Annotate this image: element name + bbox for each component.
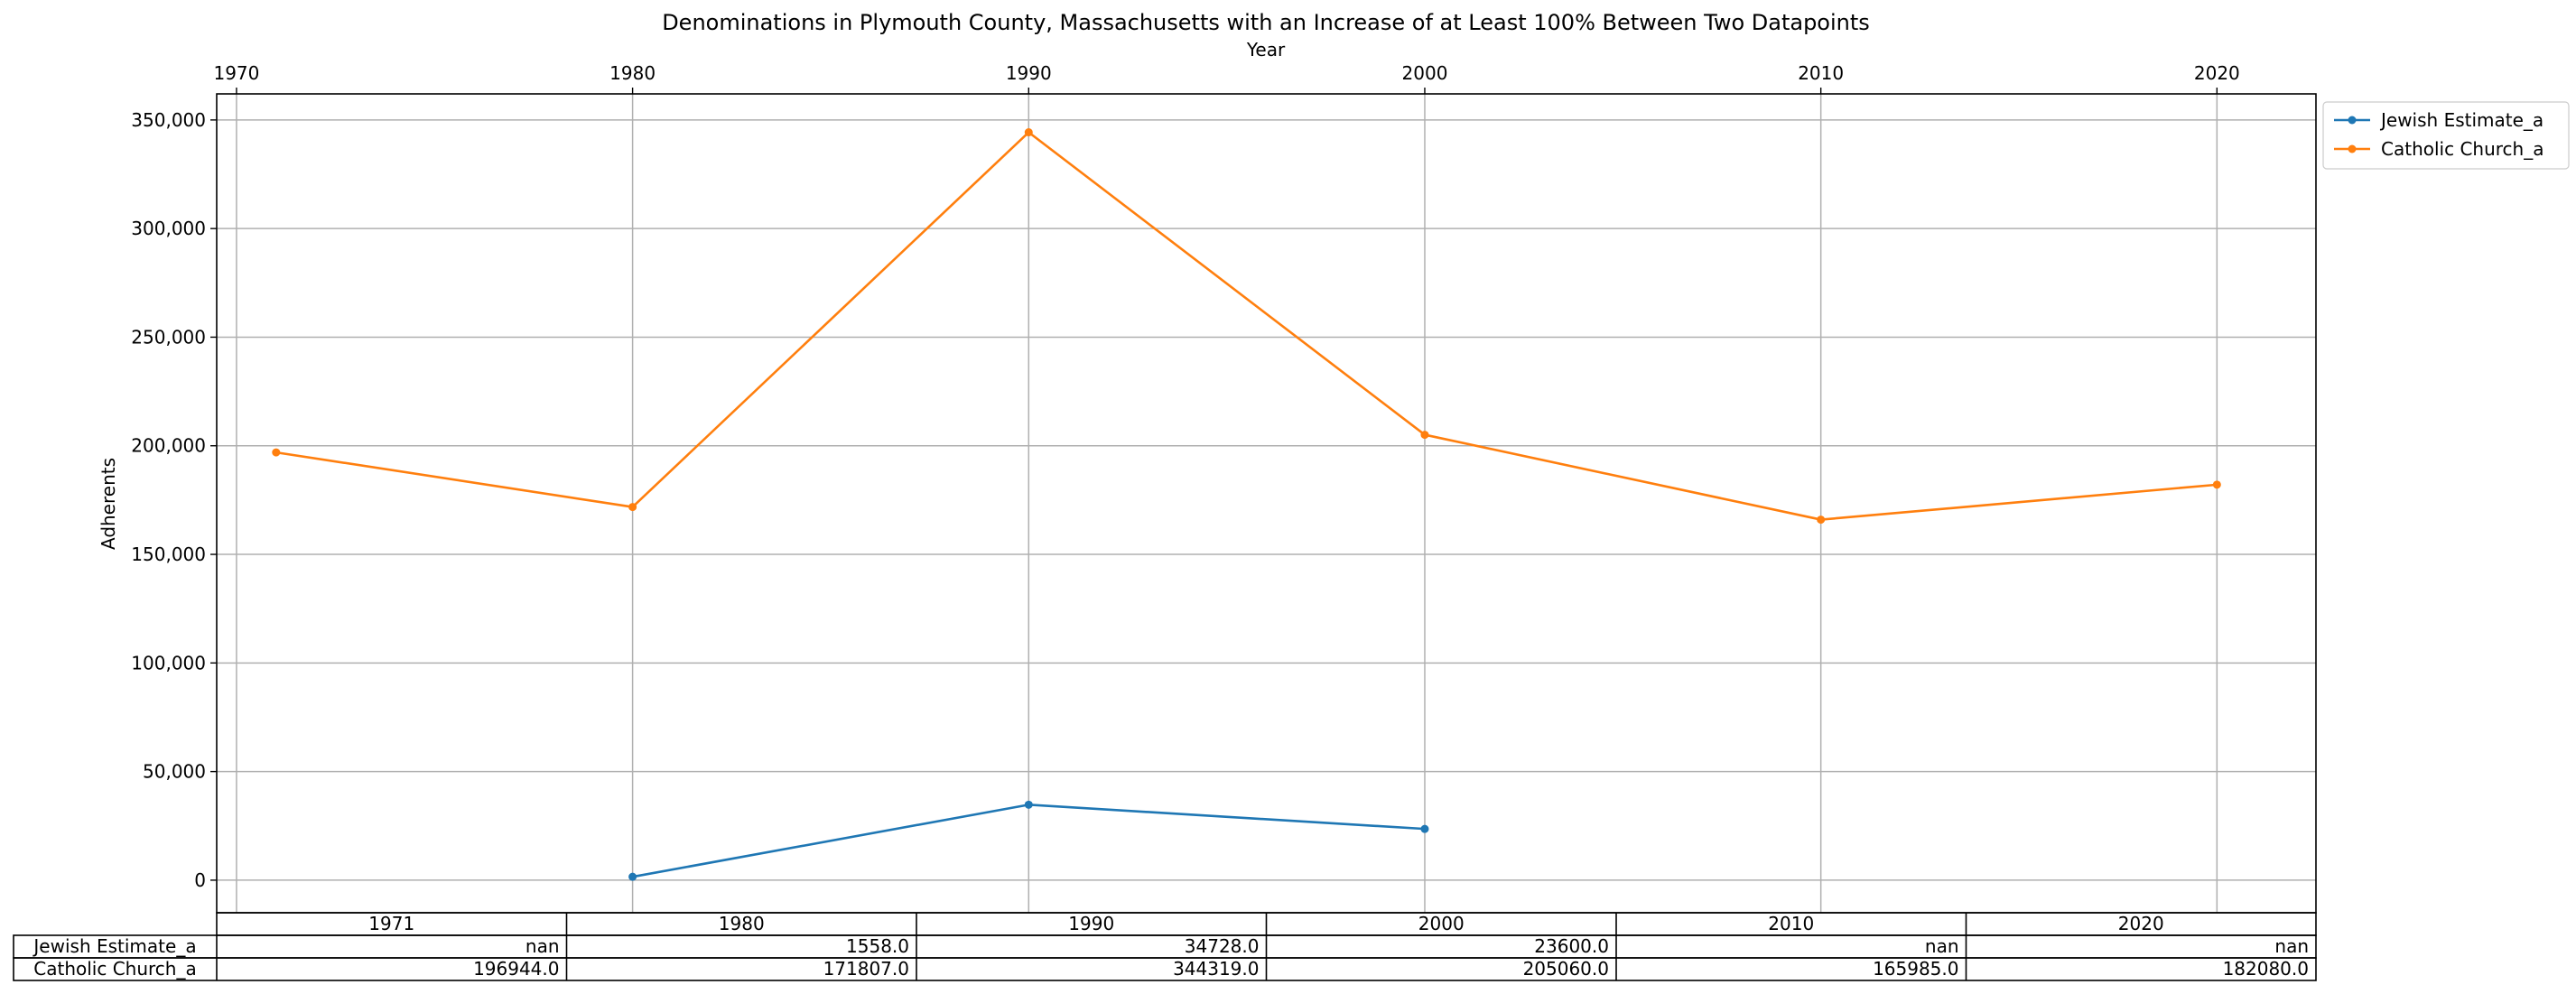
- x-tick-label: 2010: [1798, 62, 1844, 84]
- x-axis-label: Year: [1246, 39, 1286, 60]
- data-point: [1420, 824, 1429, 833]
- series-1: [628, 800, 1429, 881]
- y-tick-label: 350,000: [131, 109, 206, 131]
- series-line: [275, 131, 2218, 521]
- x-tick-label: 2000: [1402, 62, 1448, 84]
- table-cell: nan: [2274, 935, 2309, 957]
- data-point: [1024, 800, 1033, 809]
- grid: [217, 94, 2316, 913]
- chart-title: Denominations in Plymouth County, Massac…: [662, 10, 1870, 35]
- table-cell: 165985.0: [1873, 958, 1958, 980]
- legend: Jewish Estimate_a Catholic Church_a: [2322, 101, 2570, 170]
- x-tick-label: 2020: [2194, 62, 2240, 84]
- table-cell: 196944.0: [473, 958, 559, 980]
- data-point: [628, 503, 637, 512]
- legend-label: Catholic Church_a: [2381, 138, 2543, 160]
- data-point: [1817, 516, 1826, 525]
- y-tick-label: 150,000: [131, 543, 206, 565]
- series: [272, 128, 2221, 881]
- table-column-header: 1990: [1068, 913, 1114, 934]
- data-point: [628, 872, 637, 881]
- table-column-header: 1980: [719, 913, 765, 934]
- y-tick-label: 0: [194, 869, 206, 891]
- table-cell: 344319.0: [1173, 958, 1259, 980]
- data-point: [1024, 128, 1033, 137]
- table-cell: nan: [1925, 935, 1959, 957]
- table-cell: 1558.0: [846, 935, 909, 957]
- data-point: [1420, 431, 1429, 440]
- series-2: [272, 128, 2221, 525]
- table-cell: 182080.0: [2223, 958, 2309, 980]
- table-column-header: 2000: [1418, 913, 1465, 934]
- y-axis-label: Adherents: [98, 458, 119, 550]
- table-cell: 34728.0: [1185, 935, 1260, 957]
- x-tick-label: 1980: [609, 62, 656, 84]
- table-column-header: 2010: [1768, 913, 1814, 934]
- data-point: [2212, 480, 2221, 489]
- legend-marker: [2348, 144, 2357, 153]
- table-cell: 205060.0: [1523, 958, 1609, 980]
- y-tick-label: 300,000: [131, 218, 206, 239]
- x-tick-label: 1970: [213, 62, 259, 84]
- y-tick-label: 50,000: [143, 761, 206, 783]
- table-cell: 23600.0: [1534, 935, 1609, 957]
- y-tick-label: 100,000: [131, 652, 206, 674]
- table-row-label: Catholic Church_a: [33, 958, 196, 980]
- legend-marker: [2348, 116, 2357, 125]
- table-cell: 171807.0: [823, 958, 909, 980]
- legend-label: Jewish Estimate_a: [2379, 109, 2543, 131]
- table-column-header: 1971: [368, 913, 414, 934]
- y-tick-label: 200,000: [131, 435, 206, 457]
- table-cell: nan: [525, 935, 560, 957]
- axes: 1970 1980 1990 2000 2010 2020 0 50,000 100,000 15…: [131, 62, 2240, 891]
- y-tick-label: 250,000: [131, 326, 206, 348]
- x-tick-label: 1990: [1006, 62, 1052, 84]
- table-column-header: 2020: [2118, 913, 2164, 934]
- table-row-label: Jewish Estimate_a: [32, 935, 196, 957]
- legend-frame: [2322, 101, 2570, 170]
- data-point: [272, 448, 281, 457]
- data-table: 1971 1980 1990 2000 2010 2020 Jewish Estimate_…: [13, 912, 2317, 981]
- table-row: [13, 957, 2317, 981]
